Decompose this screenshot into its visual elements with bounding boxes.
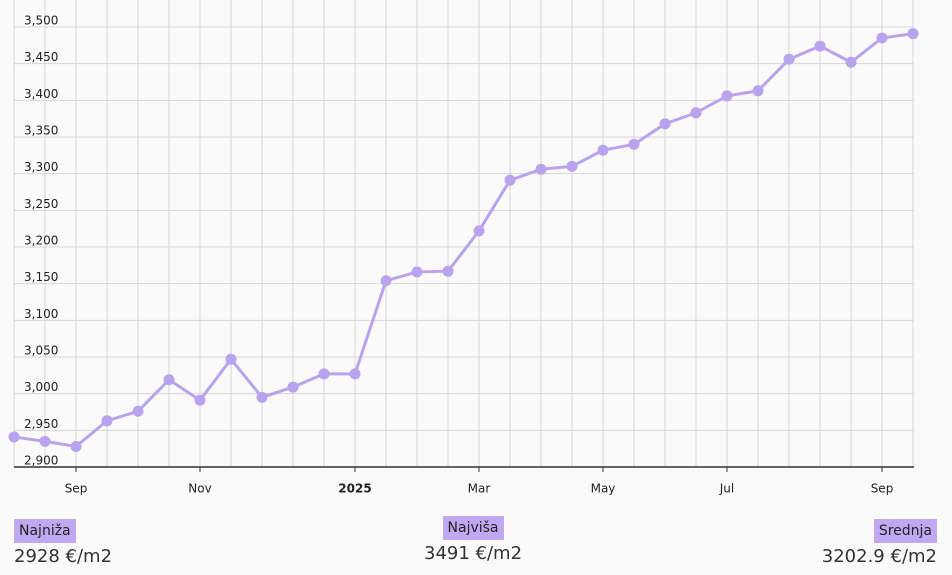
data-point [535, 163, 547, 175]
y-tick-label: 3,250 [24, 197, 58, 211]
data-point [39, 435, 51, 447]
data-point [70, 440, 82, 452]
data-point [628, 138, 640, 150]
x-tick-label: Sep [65, 482, 88, 496]
data-point [566, 160, 578, 172]
data-point [287, 381, 299, 393]
data-point [814, 40, 826, 52]
x-tick-label: 2025 [338, 482, 371, 496]
data-point [752, 85, 764, 97]
y-tick-label: 3,400 [24, 87, 58, 101]
data-point [349, 368, 361, 380]
y-tick-label: 3,450 [24, 50, 58, 64]
y-tick-label: 2,900 [24, 454, 58, 468]
stat-label: Srednja [873, 519, 937, 543]
stat-label: Najviša [442, 516, 504, 540]
y-tick-label: 3,200 [24, 234, 58, 248]
data-point [132, 405, 144, 417]
y-tick-label: 3,300 [24, 160, 58, 174]
data-point [659, 118, 671, 130]
y-tick-label: 2,950 [24, 417, 58, 431]
data-point [225, 353, 237, 365]
data-point [8, 431, 20, 443]
data-point [721, 90, 733, 102]
stat-value: 3491 €/m2 [424, 543, 523, 564]
data-point [907, 28, 919, 40]
y-tick-label: 3,500 [24, 14, 58, 28]
x-tick-label: Jul [719, 482, 734, 496]
data-point [442, 265, 454, 277]
data-point [845, 56, 857, 68]
x-tick-label: Mar [468, 482, 491, 496]
y-tick-label: 3,350 [24, 124, 58, 138]
x-tick-label: Sep [871, 482, 894, 496]
data-point [256, 391, 268, 403]
data-point [411, 266, 423, 278]
stat-avg: Srednja 3202.9 €/m2 [822, 519, 937, 567]
data-point [876, 32, 888, 44]
data-point [504, 174, 516, 186]
data-point [380, 275, 392, 287]
stat-value: 2928 €/m2 [14, 546, 113, 567]
data-point [690, 107, 702, 119]
y-tick-label: 3,150 [24, 270, 58, 284]
data-point [473, 225, 485, 237]
y-tick-label: 3,000 [24, 380, 58, 394]
data-point [783, 53, 795, 65]
series-line [13, 32, 914, 449]
data-point [597, 144, 609, 156]
chart: 2,900 2,950 3,000 3,050 3,100 3,150 3,200 3,250… [8, 0, 919, 496]
stat-value: 3202.9 €/m2 [821, 546, 937, 567]
data-point [101, 415, 113, 427]
stat-min: Najniža 2928 €/m2 [14, 519, 112, 567]
stat-label: Najniža [14, 519, 76, 543]
stat-max: Najviša 3491 €/m2 [424, 516, 522, 564]
x-tick-label: Nov [188, 482, 211, 496]
data-point [318, 368, 330, 380]
data-point [163, 374, 175, 386]
y-tick-label: 3,050 [24, 344, 58, 358]
x-tick-label: May [591, 482, 616, 496]
y-tick-label: 3,100 [24, 307, 58, 321]
data-point [194, 394, 206, 406]
